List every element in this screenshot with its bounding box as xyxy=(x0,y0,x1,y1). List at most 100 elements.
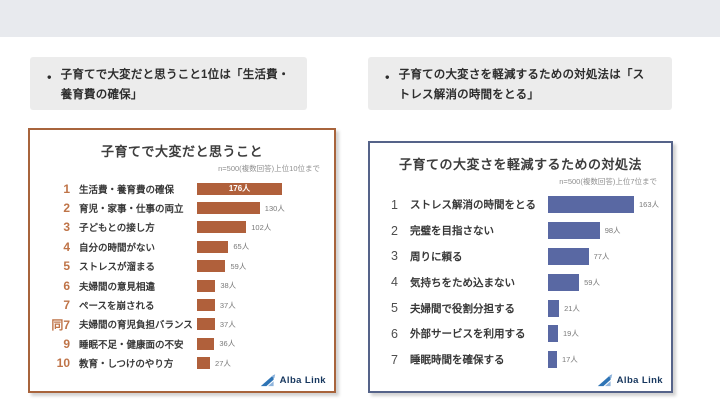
bar-zone: 163人 xyxy=(548,196,671,214)
chart-row: 2 完璧を目指さない 98人 xyxy=(370,218,671,244)
bar-zone: 19人 xyxy=(548,325,671,343)
chart-subtitle: n=500(複数回答)上位10位まで xyxy=(218,164,320,173)
value-label: 176人 xyxy=(228,184,251,194)
value-label: 37人 xyxy=(219,300,236,310)
chart-title: 子育てで大変だと思うこと xyxy=(100,144,263,159)
value-label: 36人 xyxy=(219,339,236,349)
bar-zone: 17人 xyxy=(548,351,671,369)
bar-zone: 21人 xyxy=(548,299,671,317)
category-label: 育児・家事・仕事の両立 xyxy=(79,204,184,216)
alba-link-logo: Alba Link xyxy=(597,374,663,387)
chart-row: 4 気持ちをため込まない 59人 xyxy=(370,269,671,295)
chart-row: 1 生活費・養育費の確保 176人 xyxy=(30,179,334,198)
rank-label: 10 xyxy=(56,356,70,371)
category-label: 夫婦間の育児負担バランス xyxy=(79,320,193,332)
top-band xyxy=(0,0,720,37)
rank-label: 4 xyxy=(63,239,70,254)
logo-text: Alba Link xyxy=(279,375,326,386)
rank-label: 2 xyxy=(63,201,70,216)
chart-subtitle: n=500(複数回答)上位7位まで xyxy=(559,177,657,186)
rank-label: 7 xyxy=(63,298,70,313)
chart-row: 5 夫婦間で役割分担する 21人 xyxy=(370,295,671,321)
chart-title: 子育ての大変さを軽減するための対処法 xyxy=(398,157,642,172)
value-label: 21人 xyxy=(564,303,580,313)
chart-row: 10 教育・しつけのやり方 27人 xyxy=(30,354,334,373)
bar-rows: 1 ストレス解消の時間をとる 163人 2 完璧を目指さない 98人 3 周りに頼る 77人 4 気… xyxy=(370,192,671,373)
bar xyxy=(548,222,600,240)
callout-left-text: 子育てで大変だと思うこと1位は「生活費・養育費の確保」 xyxy=(60,69,290,101)
bar-zone: 77人 xyxy=(548,247,671,265)
chart-row: 7 睡眠時間を確保する 17人 xyxy=(370,347,671,373)
bar-zone: 38人 xyxy=(197,279,334,292)
value-label: 37人 xyxy=(219,319,236,329)
category-label: 夫婦間の意見相違 xyxy=(79,281,156,293)
bullet-icon: ● xyxy=(46,72,52,82)
bar xyxy=(197,260,226,273)
value-label: 59人 xyxy=(584,277,600,287)
value-label: 77人 xyxy=(593,251,610,261)
category-label: ストレスが溜まる xyxy=(79,262,156,274)
bar: 176人 xyxy=(197,182,282,195)
chart-row: 6 外部サービスを利用する 19人 xyxy=(370,321,671,347)
chart-row: 3 子どもとの接し方 102人 xyxy=(30,218,334,237)
category-label: 夫婦間で役割分担する xyxy=(410,302,515,315)
category-label: ストレス解消の時間をとる xyxy=(410,199,536,212)
bar-rows: 1 生活費・養育費の確保 176人 2 育児・家事・仕事の両立 130人 3 子どもとの接し方… xyxy=(30,179,334,373)
bar xyxy=(548,325,559,343)
bar xyxy=(548,299,560,317)
category-label: ペースを崩される xyxy=(79,301,155,313)
rank-label: 9 xyxy=(63,336,70,351)
category-label: 睡眠不足・健康面の不安 xyxy=(79,339,184,351)
bullet-icon: ● xyxy=(384,72,390,82)
rank-label: 1 xyxy=(391,197,398,212)
bar xyxy=(197,357,211,370)
bar xyxy=(197,202,260,215)
rank-label: 3 xyxy=(391,249,398,264)
bar xyxy=(197,299,215,312)
rank-label: 5 xyxy=(391,301,398,316)
category-label: 教育・しつけのやり方 xyxy=(79,359,174,371)
chart-row: 4 自分の時間がない 65人 xyxy=(30,237,334,256)
bar-zone: 37人 xyxy=(197,318,334,331)
category-label: 睡眠時間を確保する xyxy=(410,354,505,367)
bar-zone: 59人 xyxy=(197,260,334,273)
category-label: 生活費・養育費の確保 xyxy=(79,184,175,196)
rank-label: 4 xyxy=(391,275,398,290)
value-label: 65人 xyxy=(233,242,250,252)
chart-row: 2 育児・家事・仕事の両立 130人 xyxy=(30,198,334,217)
chart-row: 3 周りに頼る 77人 xyxy=(370,244,671,270)
value-label: 130人 xyxy=(264,203,285,213)
value-label: 102人 xyxy=(251,222,272,232)
chart-row: 7 ペースを崩される 37人 xyxy=(30,295,334,314)
bar-zone: 98人 xyxy=(548,222,671,240)
category-label: 自分の時間がない xyxy=(79,242,156,254)
value-label: 19人 xyxy=(563,329,579,339)
bar xyxy=(197,240,229,253)
chart-row: 6 夫婦間の意見相違 38人 xyxy=(30,276,334,295)
category-label: 完璧を目指さない xyxy=(410,225,494,238)
callout-right: ● 子育ての大変さを軽減するための対処法は「ストレス解消の時間をとる」 xyxy=(368,57,672,110)
alba-link-triangle-icon xyxy=(597,374,612,387)
alba-link-logo: Alba Link xyxy=(260,374,326,387)
rank-label: 6 xyxy=(391,326,398,341)
bar-zone: 176人 xyxy=(197,182,334,195)
callout-left: ● 子育てで大変だと思うこと1位は「生活費・養育費の確保」 xyxy=(30,57,307,110)
bar-zone: 27人 xyxy=(197,357,334,370)
chart-panel-remedies: 子育ての大変さを軽減するための対処法 n=500(複数回答)上位7位まで 1 スト… xyxy=(368,141,673,393)
bar xyxy=(548,351,557,369)
rank-label: 6 xyxy=(63,278,70,293)
rank-label: 1 xyxy=(63,181,70,196)
logo-text: Alba Link xyxy=(616,375,663,386)
category-label: 周りに頼る xyxy=(410,250,463,263)
chart-panel-hardships: 子育てで大変だと思うこと n=500(複数回答)上位10位まで 1 生活費・養育費… xyxy=(28,128,336,393)
rank-label: 7 xyxy=(391,352,398,367)
bar xyxy=(548,196,634,214)
category-label: 気持ちをため込まない xyxy=(410,276,515,289)
chart-row: 5 ストレスが溜まる 59人 xyxy=(30,257,334,276)
bar-zone: 59人 xyxy=(548,273,671,291)
alba-link-triangle-icon xyxy=(260,374,275,387)
bar xyxy=(197,221,247,234)
bar xyxy=(197,318,215,331)
rank-label: 5 xyxy=(63,259,70,274)
value-label: 27人 xyxy=(215,358,231,368)
